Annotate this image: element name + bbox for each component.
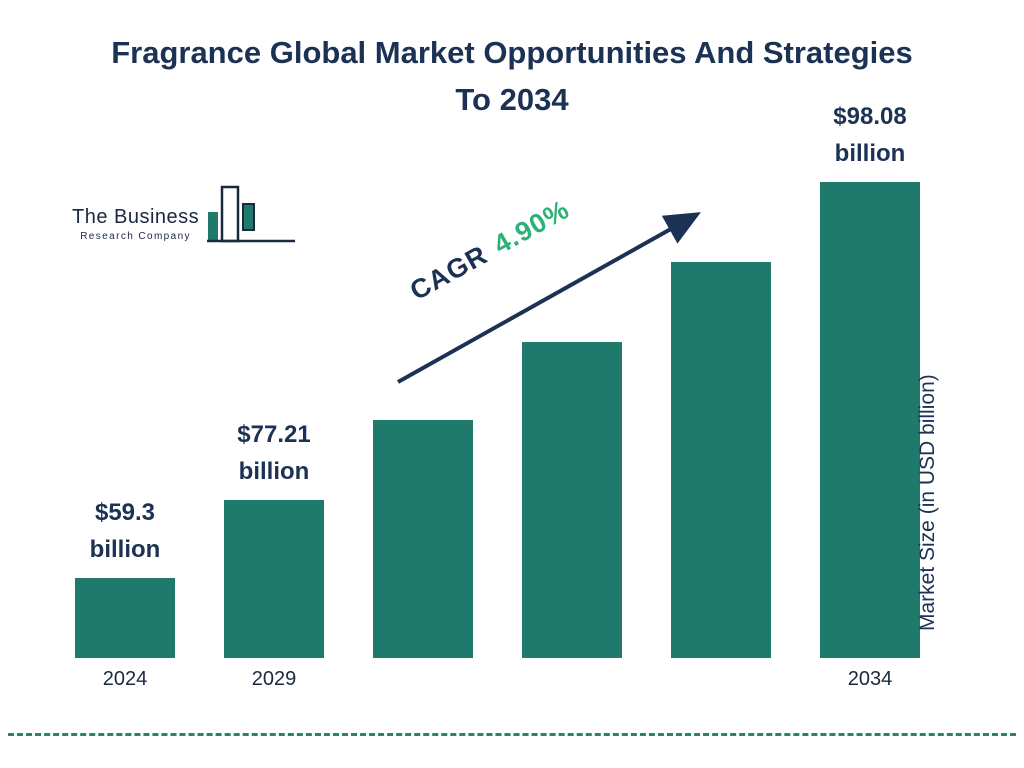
- bar-chart: $59.3 billion 2024 $77.21 billion 2029 $98.08 b…: [75, 88, 920, 690]
- bar: [820, 182, 920, 658]
- bar-value-label: $59.3 billion: [89, 498, 161, 563]
- bar: [75, 578, 175, 658]
- bar-column-n4: [671, 88, 771, 690]
- bottom-dashed-divider: [8, 733, 1016, 736]
- bar: [671, 262, 771, 658]
- bar: [373, 420, 473, 658]
- bar-column-2034: $98.08 billion 2034: [820, 88, 920, 690]
- cagr-arrow: [397, 212, 701, 384]
- logo-subname: Research Company: [80, 231, 191, 242]
- page-title: Fragrance Global Market Opportunities An…: [111, 35, 913, 117]
- bar: [224, 500, 324, 658]
- bar-chart-logo-icon: [205, 184, 297, 253]
- x-axis-label: 2029: [251, 668, 297, 690]
- bar-column-n3: [522, 88, 622, 690]
- logo-name: The Business: [72, 206, 200, 228]
- bar-column-n2: [373, 88, 473, 690]
- company-logo-text: The Business Research Company: [72, 206, 199, 242]
- x-axis-label: 2024: [102, 668, 148, 690]
- company-logo: The Business Research Company: [72, 185, 297, 253]
- bar-column-2029: $77.21 billion 2029: [224, 88, 324, 690]
- bar-value-label: $77.21 billion: [237, 420, 311, 485]
- y-axis-title: Market Size (in USD billion): [916, 374, 939, 631]
- bar-value-label: $98.08 billion: [833, 102, 907, 167]
- bar: [522, 342, 622, 658]
- bar-column-2024: $59.3 billion 2024: [75, 88, 175, 690]
- x-axis-label: 2034: [847, 668, 893, 690]
